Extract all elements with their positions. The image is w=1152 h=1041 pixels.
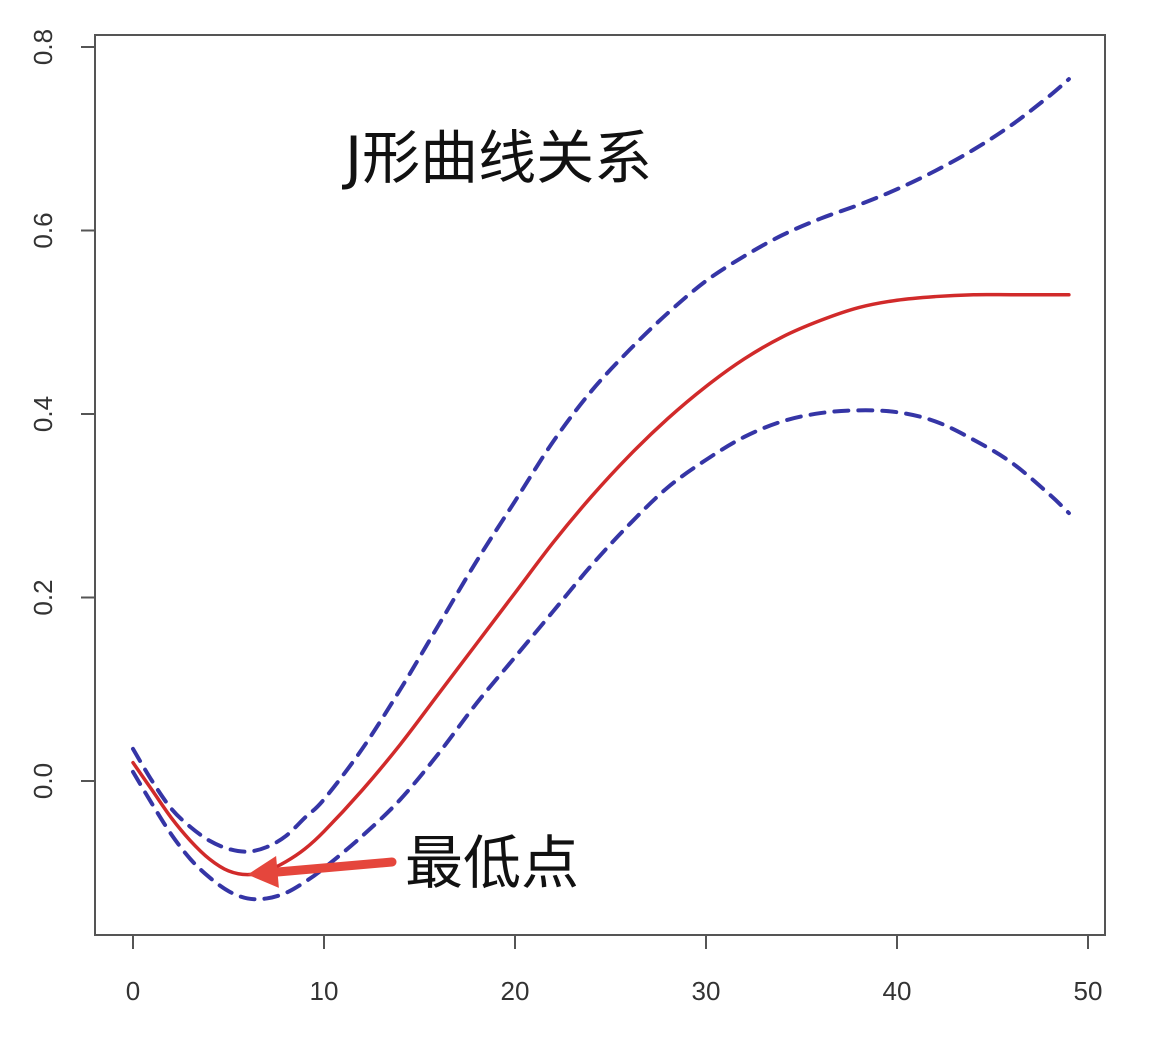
- plot-frame: [94, 34, 1106, 936]
- x-axis-tick-label: 30: [692, 976, 721, 1006]
- minimum-arrow-shaft: [272, 857, 397, 877]
- series-line-estimate: [131, 292, 1071, 877]
- y-axis-tick-label: 0.0: [28, 763, 58, 799]
- y-axis-tick-label: 0.6: [28, 212, 58, 248]
- x-axis-tick-label: 50: [1074, 976, 1103, 1006]
- minimum-arrow-head: [247, 856, 279, 888]
- y-axis-tick-label: 0.8: [28, 29, 58, 65]
- x-axis-tick-label: 20: [501, 976, 530, 1006]
- series-line-lower-ci: [131, 408, 1071, 902]
- series-line-upper-ci: [131, 77, 1071, 854]
- x-axis-tick-label: 40: [883, 976, 912, 1006]
- axes-layer: 0 10 20 30 40 50 0.0 0.2 0.4 0.6 0.8: [28, 29, 1102, 1006]
- annotation-layer: J形曲线关系 最低点: [247, 124, 652, 897]
- x-axis-tick-label: 0: [126, 976, 140, 1006]
- y-axis-tick-label: 0.4: [28, 396, 58, 432]
- y-axis-tick-label: 0.2: [28, 579, 58, 615]
- chart-annotation-heading: J形曲线关系: [342, 124, 652, 192]
- minimum-point-label: 最低点: [405, 829, 579, 897]
- series-layer: [131, 77, 1071, 902]
- x-axis-tick-label: 10: [310, 976, 339, 1006]
